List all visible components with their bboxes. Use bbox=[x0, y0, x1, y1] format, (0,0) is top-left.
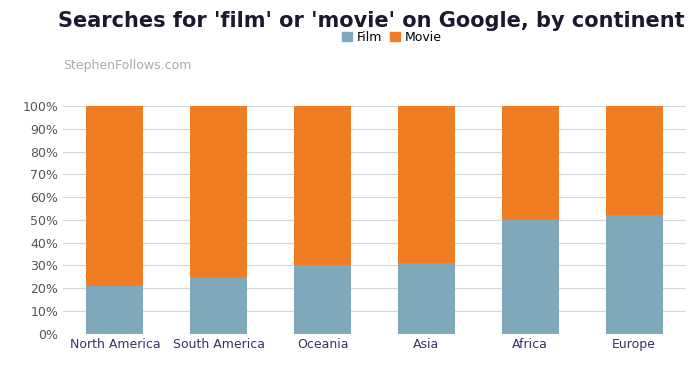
Bar bbox=[294, 106, 351, 265]
Bar bbox=[86, 286, 144, 334]
Bar bbox=[190, 277, 247, 334]
Bar bbox=[294, 265, 351, 334]
Text: Searches for 'film' or 'movie' on Google, by continent: Searches for 'film' or 'movie' on Google… bbox=[57, 11, 685, 31]
Bar bbox=[398, 106, 455, 263]
Bar bbox=[606, 106, 663, 215]
Bar bbox=[86, 106, 144, 286]
Bar bbox=[606, 215, 663, 334]
Bar bbox=[502, 220, 559, 334]
Bar bbox=[398, 263, 455, 334]
Bar bbox=[502, 106, 559, 220]
Legend: Film, Movie: Film, Movie bbox=[337, 26, 447, 49]
Bar bbox=[190, 106, 247, 277]
Text: StephenFollows.com: StephenFollows.com bbox=[63, 59, 191, 72]
